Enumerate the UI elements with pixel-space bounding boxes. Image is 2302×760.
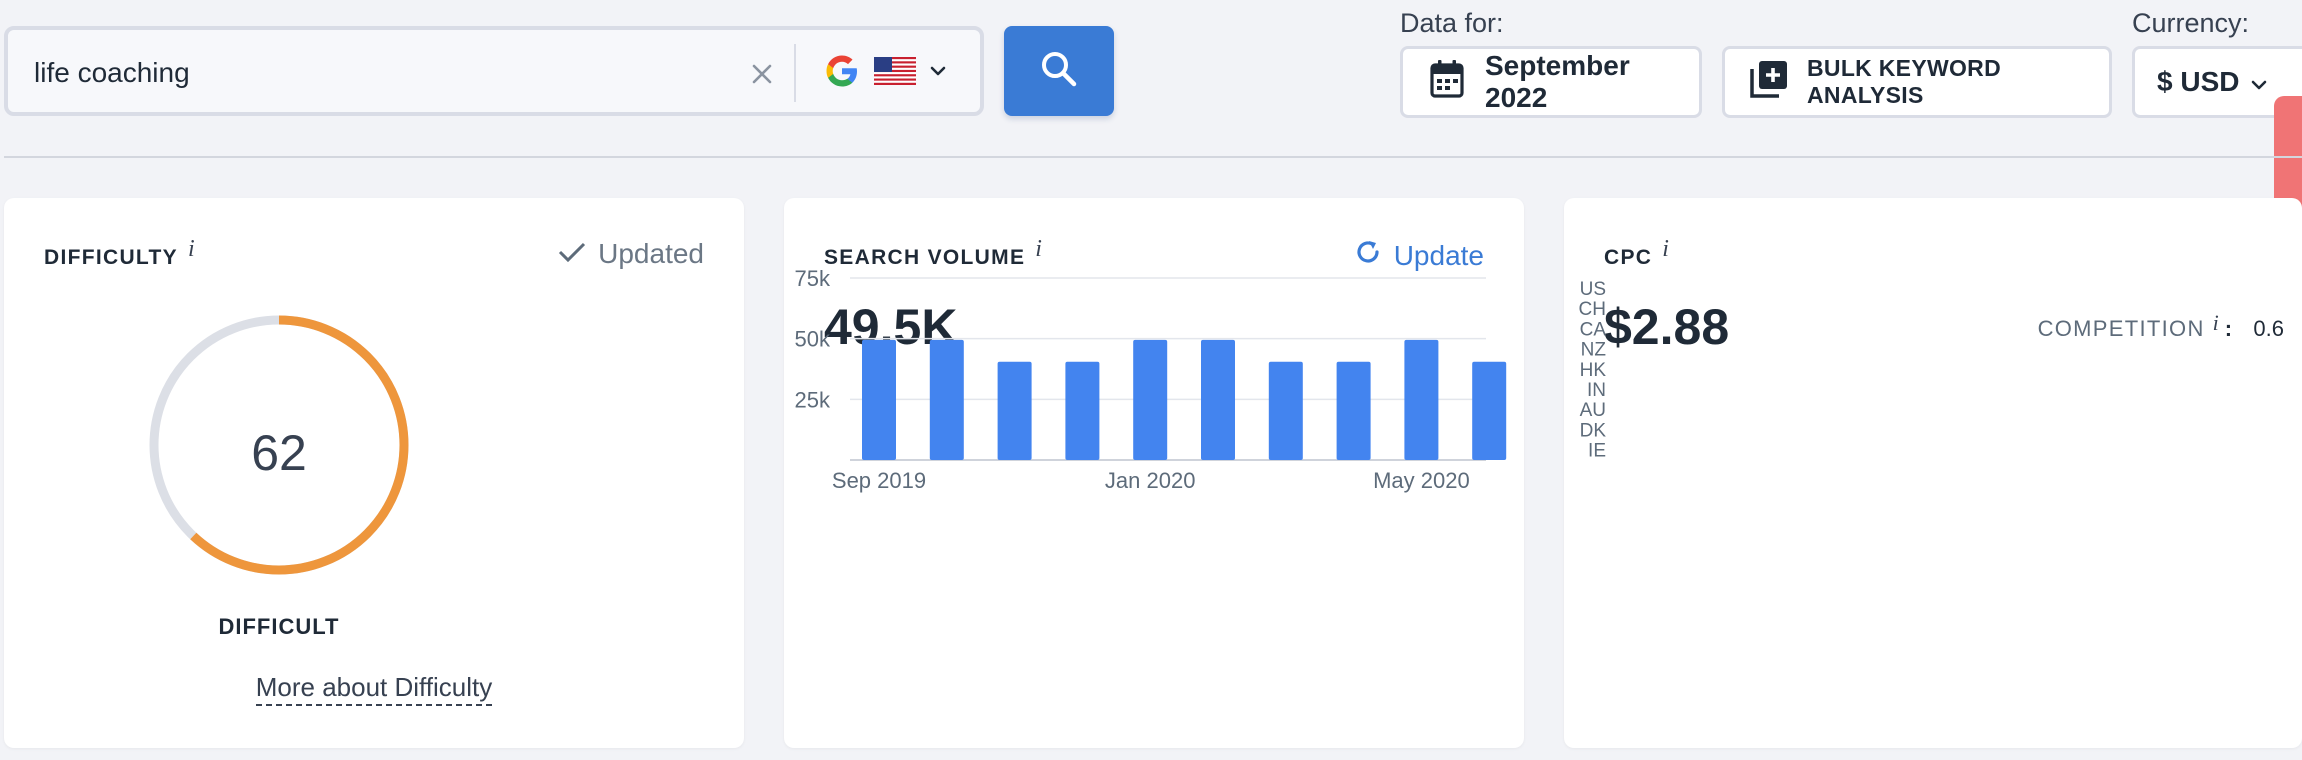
bar (1404, 339, 1439, 460)
updated-label: Updated (598, 238, 704, 269)
chevron-down-icon (2251, 66, 2267, 98)
info-icon[interactable]: i (1662, 236, 1669, 262)
difficulty-gauge (149, 315, 409, 575)
info-icon[interactable]: i (2212, 310, 2219, 335)
search-volume-card: SEARCH VOLUME i Update 49.5K 75k 50k 25k Sep… (784, 198, 1524, 748)
divider-line (4, 156, 2302, 158)
y-tick-label: 75k (795, 266, 831, 291)
bar (1133, 339, 1168, 460)
y-tick-label: IE (1588, 441, 1606, 462)
cpc-chart: 123456USCHCANZHKINAUDKIE (1579, 279, 1607, 462)
difficulty-level: DIFFICULT (218, 614, 340, 639)
update-button[interactable]: Update (1354, 238, 1484, 273)
competition-value: 0.6 (2253, 316, 2284, 341)
y-tick-label: HK (1580, 360, 1607, 381)
refresh-icon (1354, 238, 1382, 273)
updated-status: Updated (558, 238, 704, 270)
currency-select[interactable]: $ USD (2132, 46, 2302, 118)
checkmark-icon (558, 238, 586, 270)
cpc-title: CPC i (1604, 236, 1669, 269)
bulk-label: BULK KEYWORD ANALYSIS (1807, 55, 2001, 108)
x-tick-label: Jan 2020 (1105, 468, 1196, 493)
x-tick-label: Sep 2019 (832, 468, 926, 493)
date-label: September 2022 (1485, 50, 1630, 113)
info-icon[interactable]: i (187, 236, 195, 262)
bar (997, 361, 1032, 460)
bar (1472, 361, 1507, 460)
y-tick-label: NZ (1581, 340, 1607, 361)
y-tick-label: CA (1580, 319, 1607, 340)
search-input[interactable] (34, 50, 714, 96)
search-box (4, 26, 984, 116)
update-label: Update (1393, 239, 1484, 271)
info-icon[interactable]: i (1035, 236, 1042, 262)
bar (1268, 361, 1303, 460)
search-volume-title: SEARCH VOLUME i (824, 236, 1042, 269)
y-tick-label: DK (1580, 420, 1607, 441)
x-tick-label: May 2020 (1373, 468, 1470, 493)
calendar-icon (1429, 59, 1465, 106)
y-tick-label: 50k (795, 327, 831, 352)
colon: : (2224, 316, 2234, 341)
search-icon (1039, 49, 1079, 94)
y-tick-label: CH (1579, 299, 1606, 320)
add-list-icon (1749, 59, 1789, 105)
y-tick-label: 25k (795, 387, 831, 412)
bar (1201, 339, 1235, 460)
bar (1336, 361, 1371, 460)
bar (1065, 361, 1100, 460)
difficulty-card: DIFFICULTY i Updated 62 DIFFICULT More ab… (4, 198, 744, 748)
cpc-value: $2.88 (1604, 299, 1730, 355)
close-icon[interactable] (742, 54, 782, 94)
search-button[interactable] (1004, 26, 1114, 116)
currency-label: Currency: (2132, 8, 2250, 38)
bulk-keyword-analysis-button[interactable]: BULK KEYWORD ANALYSIS (1722, 46, 2112, 118)
y-tick-label: US (1580, 279, 1606, 300)
us-flag-icon (874, 56, 916, 90)
more-about-difficulty-link[interactable]: More about Difficulty (4, 672, 744, 706)
y-tick-label: IN (1587, 380, 1606, 401)
date-picker-button[interactable]: September 2022 (1400, 46, 1702, 118)
search-engine-select[interactable] (824, 44, 974, 102)
y-tick-label: AU (1580, 400, 1606, 421)
search-volume-chart: 75k 50k 25k Sep 2019 Jan 2020 May 2020 (795, 266, 1507, 493)
google-icon (824, 53, 860, 94)
currency-value: $ USD (2157, 66, 2240, 97)
data-for-label: Data for: (1400, 8, 1504, 38)
chevron-down-icon (930, 64, 946, 82)
divider (794, 44, 796, 102)
bar (929, 339, 964, 460)
competition-indicator: COMPETITION i : 0.6 (2004, 310, 2284, 342)
bar (862, 339, 896, 460)
competition-label: COMPETITION (2037, 316, 2205, 341)
difficulty-score: 62 (251, 425, 307, 481)
gauge-arc (149, 315, 409, 575)
difficulty-title: DIFFICULTY i (44, 236, 195, 269)
